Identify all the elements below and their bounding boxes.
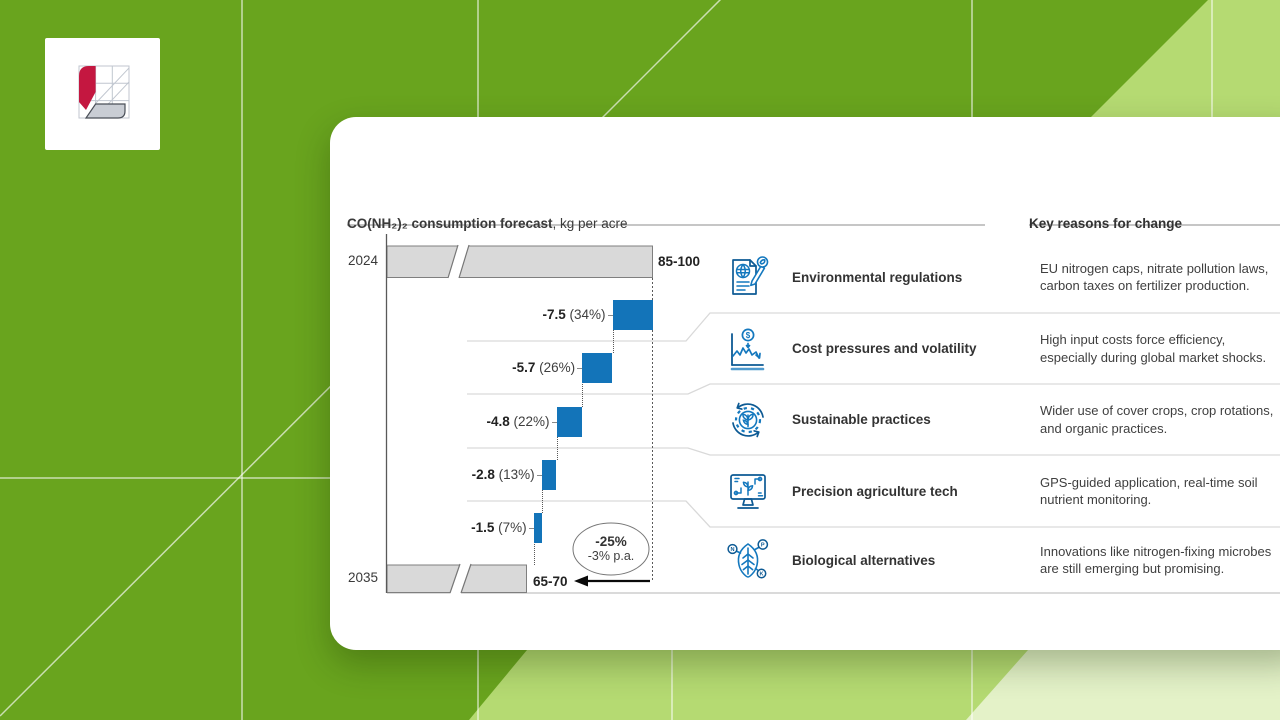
- start-value-label: 85-100: [658, 254, 701, 269]
- reasons-header: Key reasons for change: [1029, 216, 1183, 231]
- reason-desc: High input costs force efficiency, espec…: [1040, 332, 1267, 365]
- reason-row-cost-pressures: $ Cost pressures and volatility High inp…: [718, 313, 1280, 384]
- volatility-chart-dollar-icon: $: [730, 328, 765, 370]
- dollar-glyph: $: [746, 331, 751, 340]
- start-year-label: 2024: [347, 253, 378, 268]
- total-arrow: [574, 575, 650, 587]
- reason-desc: Innovations like nitrogen-fixing microbe…: [1040, 543, 1272, 577]
- reason-desc: EU nitrogen caps, nitrate pollution laws…: [1040, 260, 1269, 294]
- end-value-label: 65-70: [533, 574, 568, 589]
- reason-title: Precision agriculture tech: [792, 483, 958, 499]
- total-badge-ellipse: [572, 522, 650, 576]
- total-change-label: -25%: [595, 534, 627, 549]
- reason-title: Biological alternatives: [792, 552, 936, 568]
- content-card: CO(NH₂)₂ consumption forecast, kg per ac…: [330, 117, 1280, 650]
- row-separators: [467, 312, 1280, 528]
- reason-title: Environmental regulations: [792, 269, 963, 285]
- reason-row-biological-alternatives: N P K Biological alternatives Innovation…: [718, 527, 1280, 593]
- document-globe-pencil-icon: [732, 256, 769, 295]
- reason-desc: Wider use of cover crops, crop rotations…: [1040, 403, 1274, 436]
- cagr-label: -3% p.a.: [587, 549, 635, 563]
- company-logo: [45, 38, 160, 150]
- reason-row-sustainable-practices: Sustainable practices Wider use of cover…: [718, 384, 1280, 455]
- chart-title: CO(NH₂)₂ consumption forecast, kg per ac…: [347, 216, 628, 231]
- reason-row-precision-agriculture: Precision agriculture tech GPS-guided ap…: [718, 455, 1280, 527]
- reason-title: Sustainable practices: [792, 412, 931, 427]
- logo-mark-icon: [78, 65, 129, 119]
- reason-row-environmental-regulations: Environmental regulations EU nitrogen ca…: [718, 241, 1280, 313]
- k-glyph: K: [759, 572, 763, 578]
- p-glyph: P: [761, 543, 765, 549]
- total-badge-text: -25% -3% p.a.: [573, 534, 649, 564]
- monitor-plant-circuit-icon: [730, 474, 766, 509]
- end-year-label: 2035: [347, 570, 378, 585]
- waterfall-chart: [347, 224, 1280, 594]
- reason-title: Cost pressures and volatility: [792, 341, 977, 356]
- gear-sprout-cycle-icon: [732, 402, 764, 437]
- leaf-npk-icon: N P K: [727, 539, 769, 579]
- end-bar-2035: [386, 563, 527, 594]
- n-glyph: N: [730, 547, 734, 553]
- start-bar-2024: [386, 244, 653, 279]
- reason-desc: GPS-guided application, real-time soil n…: [1040, 474, 1258, 508]
